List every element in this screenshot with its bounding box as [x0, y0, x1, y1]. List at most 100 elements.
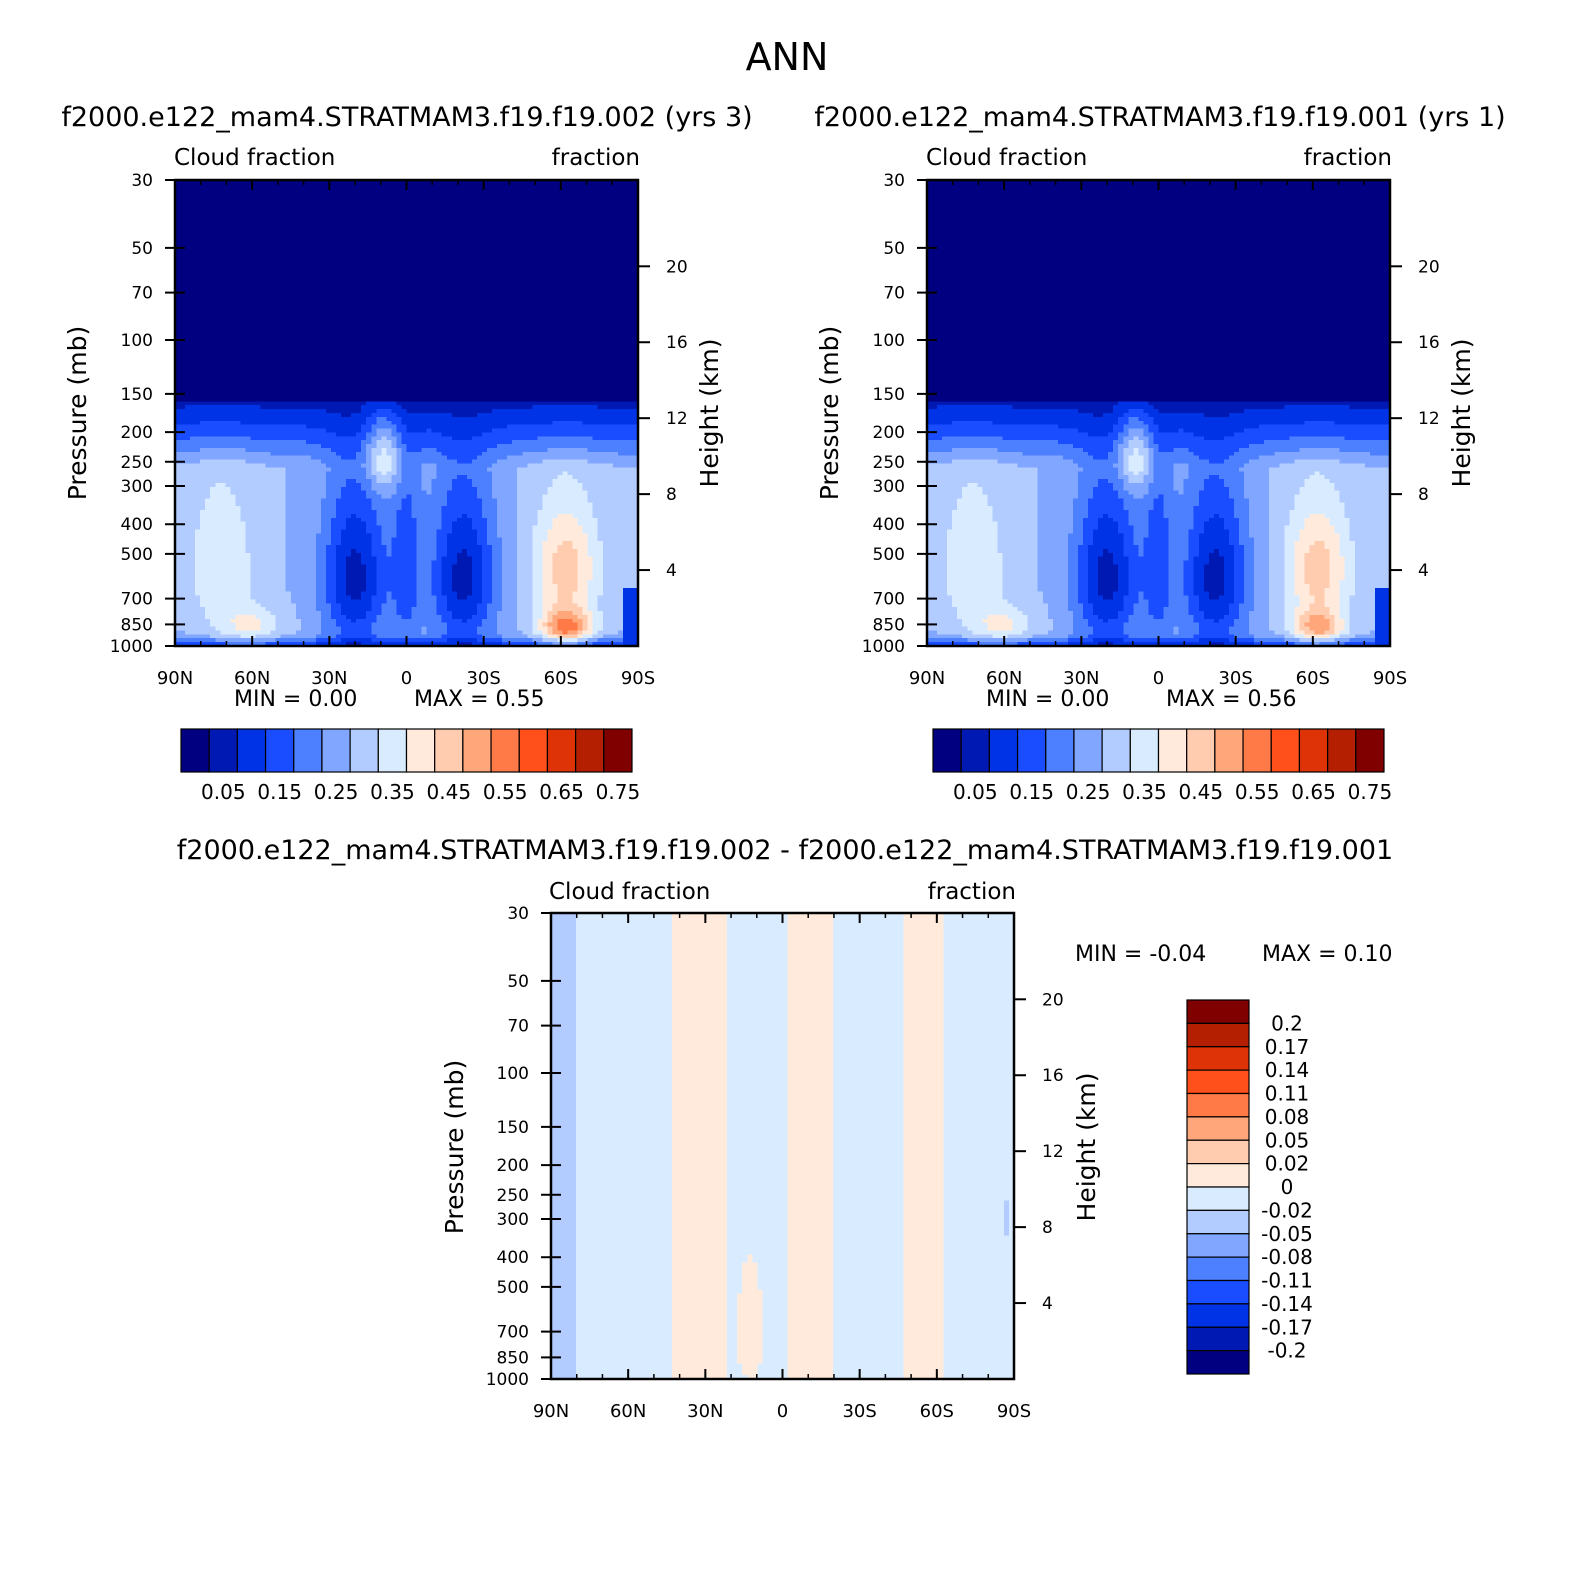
contour-cell — [316, 304, 322, 308]
contour-cell — [381, 351, 387, 355]
contour-cell — [185, 258, 191, 262]
contour-cell — [542, 293, 548, 297]
contour-cell — [220, 316, 226, 320]
contour-cell — [240, 331, 246, 335]
contour-cell — [321, 250, 327, 254]
contour-cell — [351, 199, 357, 203]
contour-cell — [220, 246, 226, 250]
contour-cell — [261, 359, 267, 363]
contour-cell — [417, 254, 423, 258]
contour-cell — [361, 184, 367, 188]
contour-cell — [215, 211, 221, 215]
contour-cell — [442, 238, 448, 242]
contour-cell — [512, 219, 518, 223]
contour-cell — [200, 382, 206, 386]
contour-cell — [326, 339, 332, 343]
contour-cell — [583, 339, 589, 343]
contour-cell — [215, 223, 221, 227]
contour-cell — [452, 370, 458, 374]
contour-cell — [487, 230, 493, 234]
contour-cell — [492, 219, 498, 223]
contour-cell — [598, 339, 604, 343]
contour-cell — [447, 258, 453, 262]
contour-cell — [266, 196, 272, 200]
contour-cell — [266, 293, 272, 297]
contour-cell — [316, 347, 322, 351]
contour-cell — [286, 366, 292, 370]
contour-cell — [215, 335, 221, 339]
contour-cell — [361, 265, 367, 269]
contour-cell — [281, 293, 287, 297]
contour-cell — [336, 335, 342, 339]
contour-cell — [396, 238, 402, 242]
contour-cell — [552, 324, 558, 328]
contour-cell — [628, 227, 634, 231]
contour-cell — [190, 203, 196, 207]
contour-cell — [225, 378, 231, 382]
contour-cell — [291, 366, 297, 370]
contour-cell — [296, 297, 302, 301]
contour-cell — [200, 366, 206, 370]
contour-cell — [623, 285, 629, 289]
contour-cell — [512, 203, 518, 207]
contour-cell — [371, 230, 377, 234]
contour-cell — [628, 320, 634, 324]
contour-cell — [185, 242, 191, 246]
contour-cell — [618, 277, 624, 281]
contour-cell — [286, 230, 292, 234]
contour-cell — [593, 355, 599, 359]
contour-cell — [306, 300, 312, 304]
contour-cell — [256, 246, 262, 250]
contour-cell — [462, 234, 468, 238]
contour-cell — [522, 370, 528, 374]
contour-cell — [492, 269, 498, 273]
contour-cell — [427, 324, 433, 328]
contour-cell — [336, 203, 342, 207]
contour-cell — [256, 328, 262, 332]
contour-cell — [230, 246, 236, 250]
contour-cell — [603, 250, 609, 254]
contour-cell — [552, 285, 558, 289]
contour-cell — [361, 234, 367, 238]
contour-cell — [407, 230, 413, 234]
contour-cell — [537, 258, 543, 262]
contour-cell — [573, 250, 579, 254]
contour-cell — [361, 262, 367, 266]
contour-cell — [331, 343, 337, 347]
contour-cell — [442, 281, 448, 285]
contour-cell — [200, 188, 206, 192]
contour-cell — [296, 203, 302, 207]
contour-cell — [613, 366, 619, 370]
contour-cell — [311, 281, 317, 285]
contour-cell — [210, 300, 216, 304]
contour-cell — [195, 324, 201, 328]
contour-cell — [250, 343, 256, 347]
contour-cell — [276, 328, 282, 332]
contour-cell — [497, 343, 503, 347]
contour-cell — [376, 366, 382, 370]
contour-cell — [381, 227, 387, 231]
contour-cell — [190, 297, 196, 301]
contour-cell — [477, 355, 483, 359]
contour-cell — [321, 378, 327, 382]
contour-cell — [391, 320, 397, 324]
contour-cell — [527, 196, 533, 200]
contour-cell — [588, 382, 594, 386]
contour-cell — [366, 316, 372, 320]
contour-cell — [427, 347, 433, 351]
contour-cell — [522, 242, 528, 246]
contour-cell — [366, 386, 372, 390]
contour-cell — [472, 223, 478, 227]
contour-cell — [502, 215, 508, 219]
contour-cell — [371, 297, 377, 301]
contour-cell — [502, 234, 508, 238]
contour-cell — [422, 366, 428, 370]
contour-cell — [361, 223, 367, 227]
contour-cell — [452, 316, 458, 320]
contour-cell — [261, 293, 267, 297]
contour-cell — [537, 300, 543, 304]
contour-cell — [578, 223, 584, 227]
contour-cell — [351, 269, 357, 273]
contour-cell — [225, 262, 231, 266]
contour-cell — [271, 246, 277, 250]
